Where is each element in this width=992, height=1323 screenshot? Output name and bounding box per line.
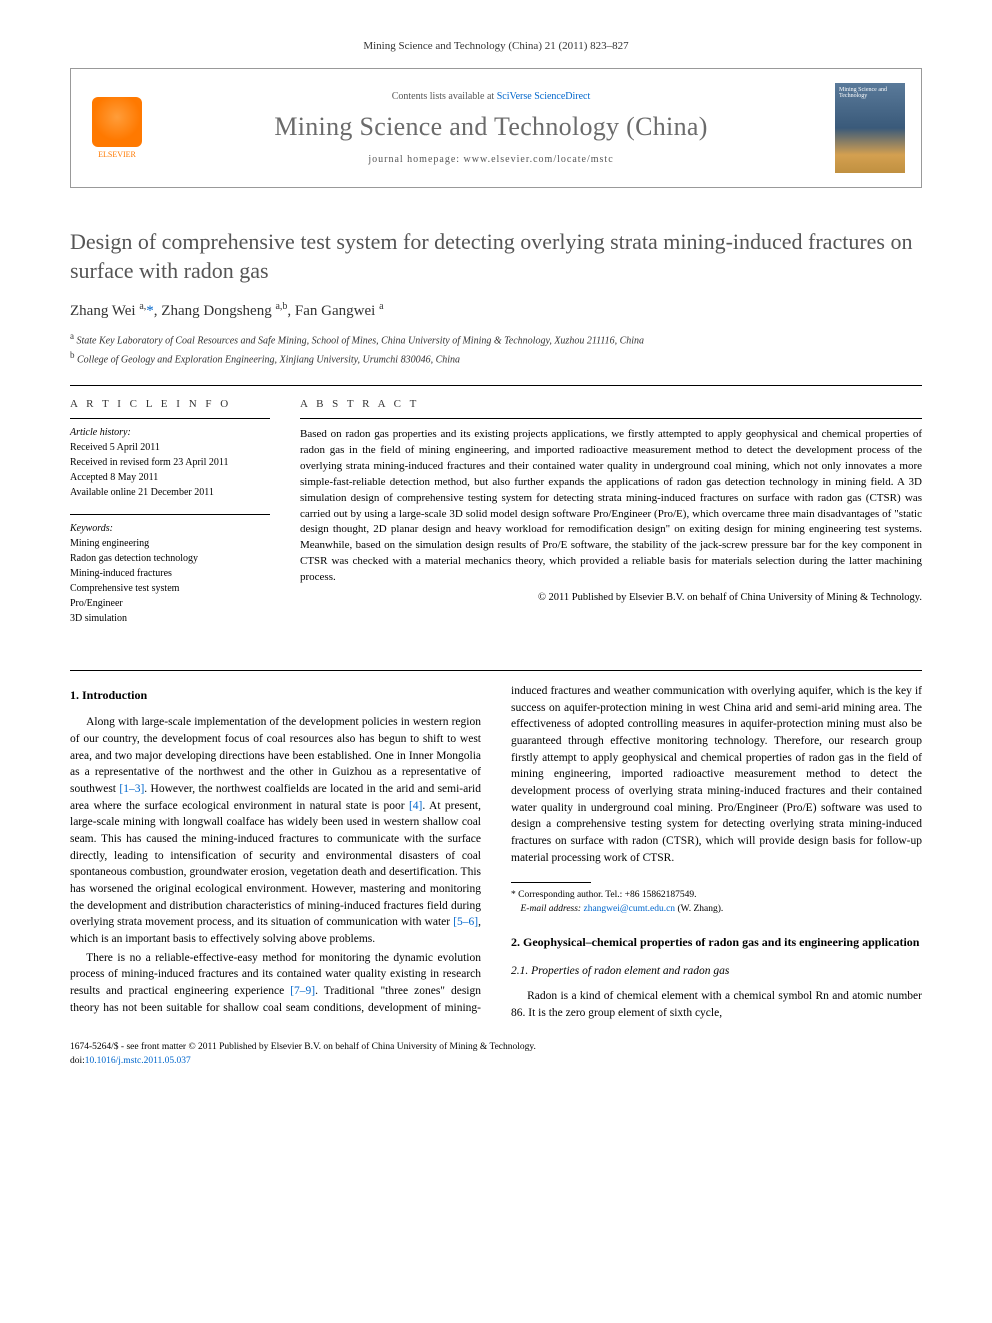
page-footer: 1674-5264/$ - see front matter © 2011 Pu… — [70, 1041, 922, 1068]
affiliations: a State Key Laboratory of Coal Resources… — [70, 330, 922, 367]
journal-name: Mining Science and Technology (China) — [167, 112, 815, 142]
rule-bottom — [70, 670, 922, 671]
doi-link[interactable]: 10.1016/j.mstc.2011.05.037 — [85, 1056, 191, 1066]
keywords-block: Mining engineeringRadon gas detection te… — [70, 536, 270, 626]
homepage-prefix: journal homepage: — [368, 154, 463, 165]
cover-text: Mining Science and Technology — [839, 87, 887, 99]
journal-header: ELSEVIER Contents lists available at Sci… — [70, 68, 922, 188]
citation-line: Mining Science and Technology (China) 21… — [70, 40, 922, 52]
intro-p1c-text: . At present, large-scale mining with lo… — [70, 800, 481, 929]
body-text: 1. Introduction Along with large-scale i… — [70, 683, 922, 1021]
ref-7-9-link[interactable]: [7–9] — [290, 985, 315, 997]
doi-line: doi:10.1016/j.mstc.2011.05.037 — [70, 1055, 922, 1068]
sec21-para-1: Radon is a kind of chemical element with… — [511, 988, 922, 1021]
header-center: Contents lists available at SciVerse Sci… — [167, 91, 815, 165]
abstract-rule — [300, 418, 922, 419]
abstract-column: A B S T R A C T Based on radon gas prope… — [300, 398, 922, 640]
contents-available-line: Contents lists available at SciVerse Sci… — [167, 91, 815, 102]
abstract-copyright: © 2011 Published by Elsevier B.V. on beh… — [300, 592, 922, 603]
keywords-label: Keywords: — [70, 523, 270, 534]
info-rule-2 — [70, 514, 270, 515]
history-label: Article history: — [70, 427, 270, 438]
article-info-column: A R T I C L E I N F O Article history: R… — [70, 398, 270, 640]
contents-prefix: Contents lists available at — [392, 91, 497, 102]
section-1-heading: 1. Introduction — [70, 687, 481, 704]
author-email-link[interactable]: zhangwei@cumt.edu.cn — [583, 904, 675, 914]
elsevier-logo: ELSEVIER — [87, 93, 147, 163]
elsevier-tree-icon — [92, 97, 142, 147]
history-block: Received 5 April 2011Received in revised… — [70, 440, 270, 500]
doi-label: doi: — [70, 1056, 85, 1066]
article-title: Design of comprehensive test system for … — [70, 228, 922, 285]
corresponding-author: * Corresponding author. Tel.: +86 158621… — [511, 889, 922, 902]
email-label: E-mail address: — [521, 904, 584, 914]
elsevier-label: ELSEVIER — [98, 150, 136, 159]
homepage-line: journal homepage: www.elsevier.com/locat… — [167, 154, 815, 165]
abstract-heading: A B S T R A C T — [300, 398, 922, 410]
email-line: E-mail address: zhangwei@cumt.edu.cn (W.… — [511, 903, 922, 916]
intro-para-1: Along with large-scale implementation of… — [70, 714, 481, 947]
journal-cover-thumbnail: Mining Science and Technology — [835, 83, 905, 173]
homepage-url: www.elsevier.com/locate/mstc — [464, 154, 614, 165]
footnotes: * Corresponding author. Tel.: +86 158621… — [511, 889, 922, 916]
section-2-heading: 2. Geophysical–chemical properties of ra… — [511, 934, 922, 951]
rule-top — [70, 385, 922, 386]
ref-4-link[interactable]: [4] — [409, 800, 422, 812]
footnote-separator — [511, 882, 591, 883]
article-info-heading: A R T I C L E I N F O — [70, 398, 270, 410]
abstract-text: Based on radon gas properties and its ex… — [300, 427, 922, 586]
ref-1-3-link[interactable]: [1–3] — [119, 783, 144, 795]
email-suffix: (W. Zhang). — [675, 904, 723, 914]
front-matter-line: 1674-5264/$ - see front matter © 2011 Pu… — [70, 1041, 922, 1054]
sciencedirect-link[interactable]: SciVerse ScienceDirect — [497, 91, 591, 102]
authors-line: Zhang Wei a,*, Zhang Dongsheng a,b, Fan … — [70, 301, 922, 320]
ref-5-6-link[interactable]: [5–6] — [453, 916, 478, 928]
section-2-1-heading: 2.1. Properties of radon element and rad… — [511, 963, 922, 980]
info-rule-1 — [70, 418, 270, 419]
